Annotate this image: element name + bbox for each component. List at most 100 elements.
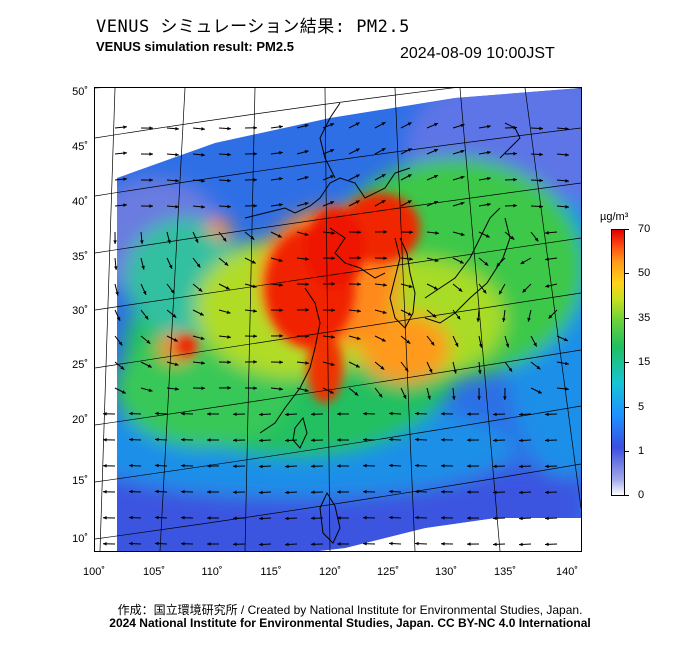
wind-arrowhead [311, 464, 315, 469]
colorbar [611, 229, 625, 496]
wind-arrowhead [435, 231, 439, 235]
wind-arrowhead [201, 179, 205, 183]
wind-arrowhead [545, 284, 550, 288]
wind-arrowhead [539, 126, 543, 131]
wind-arrowhead [433, 286, 438, 290]
wind-arrowhead [279, 125, 283, 129]
wind-arrowhead [103, 411, 107, 416]
wind-arrowhead [467, 412, 471, 416]
wind-arrowhead [129, 463, 133, 468]
wind-arrowhead [337, 412, 341, 416]
wind-arrowhead [279, 387, 283, 391]
wind-arrowhead [123, 177, 127, 181]
wind-arrowhead [304, 202, 309, 206]
wind-arrowhead [259, 438, 263, 443]
wind-arrowhead [279, 177, 283, 181]
lat-label-10: 10˚ [72, 533, 88, 545]
wind-arrowhead [493, 464, 497, 469]
wind-arrowhead [355, 200, 360, 204]
wind-arrowhead [363, 541, 367, 546]
wind-arrowhead [103, 463, 107, 468]
wind-arrowhead [565, 387, 569, 391]
lon-label-100: 100˚ [82, 566, 106, 578]
wind-arrowhead [155, 411, 159, 416]
wind-arrowhead [406, 339, 411, 344]
wind-arrowhead [305, 282, 309, 286]
wind-arrowhead [503, 396, 507, 400]
wind-arrowhead [181, 463, 185, 468]
wind-arrowhead [142, 290, 147, 295]
wind-arrowhead [513, 125, 517, 130]
wind-arrowhead [454, 342, 459, 347]
wind-arrowhead [363, 515, 367, 520]
wind-arrowhead [545, 542, 549, 547]
wind-arrowhead [389, 541, 393, 546]
wind-arrowhead [381, 200, 386, 204]
wind-arrowhead [458, 287, 463, 292]
wind-arrowhead [285, 464, 289, 469]
wind-arrowhead [534, 237, 539, 242]
wind-arrowhead [233, 464, 237, 469]
wind-arrowhead [194, 238, 199, 243]
wind-arrowhead [253, 334, 257, 338]
wind-arrowhead [389, 515, 393, 520]
wind-arrowhead [175, 387, 179, 391]
wind-arrowhead [355, 364, 360, 368]
wind-arrowhead [337, 464, 341, 468]
wind-arrowhead [149, 204, 153, 208]
wind-arrowhead [487, 124, 491, 129]
wind-arrowhead [253, 204, 257, 208]
wind-arrowhead [565, 205, 569, 209]
wind-arrowhead [330, 175, 335, 179]
wind-arrowhead [563, 337, 568, 342]
wind-arrowhead [167, 239, 171, 244]
wind-arrowhead [103, 437, 107, 442]
wind-arrowhead [441, 463, 445, 468]
wind-arrowhead [565, 153, 569, 157]
wind-arrowhead [357, 309, 361, 313]
wind-arrowhead [175, 204, 179, 209]
wind-arrowhead [175, 178, 179, 183]
colorbar-label-0: 0 [638, 489, 645, 501]
wind-arrowhead [408, 284, 413, 288]
wind-arrowhead [337, 542, 341, 546]
wind-arrowhead [499, 290, 503, 295]
wind-arrowhead [120, 365, 125, 370]
wind-arrowhead [233, 516, 237, 521]
wind-arrowhead [565, 179, 569, 183]
wind-arrowhead [251, 260, 256, 264]
wind-arrowhead [357, 230, 361, 234]
wind-arrowhead [467, 516, 471, 520]
wind-arrowhead [363, 437, 367, 442]
wind-arrowhead [168, 264, 173, 269]
wind-arrowhead [311, 490, 315, 495]
wind-arrowhead [146, 339, 151, 344]
wind-arrowhead [116, 316, 121, 321]
wind-arrowhead [493, 412, 497, 417]
wind-arrowhead [175, 126, 179, 131]
wind-arrowhead [356, 336, 361, 340]
wind-arrowhead [537, 390, 542, 394]
wind-arrowhead [181, 541, 185, 546]
wind-arrowhead [207, 516, 211, 520]
wind-arrowhead [118, 341, 123, 346]
wind-arrowhead [460, 175, 465, 180]
wind-arrowhead [155, 463, 159, 468]
wind-arrowhead [149, 178, 153, 182]
lon-label-140: 140˚ [555, 566, 579, 578]
wind-arrowhead [434, 201, 439, 205]
wind-arrowhead [415, 437, 419, 442]
wind-arrowhead [508, 367, 513, 372]
wind-arrowhead [478, 343, 483, 348]
wind-arrowhead [565, 127, 569, 131]
lat-label-25: 25˚ [72, 359, 88, 371]
wind-arrowhead [520, 260, 525, 264]
wind-arrowhead [533, 342, 537, 347]
wind-arrowhead [233, 542, 237, 547]
wind-arrowhead [487, 176, 491, 181]
wind-arrowhead [330, 201, 335, 205]
wind-arrowhead [331, 335, 335, 339]
wind-arrowhead [147, 364, 152, 368]
wind-arrowhead [407, 148, 412, 152]
wind-arrowhead [432, 313, 437, 318]
